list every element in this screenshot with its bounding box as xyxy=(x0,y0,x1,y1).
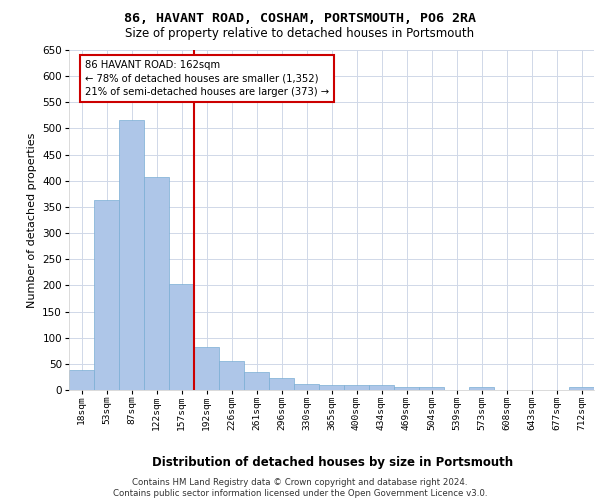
Text: Distribution of detached houses by size in Portsmouth: Distribution of detached houses by size … xyxy=(152,456,514,469)
Bar xyxy=(119,120,144,390)
Bar xyxy=(294,384,319,390)
Text: Size of property relative to detached houses in Portsmouth: Size of property relative to detached ho… xyxy=(125,28,475,40)
Bar xyxy=(219,361,244,390)
Text: 86, HAVANT ROAD, COSHAM, PORTSMOUTH, PO6 2RA: 86, HAVANT ROAD, COSHAM, PORTSMOUTH, PO6… xyxy=(124,12,476,26)
Bar xyxy=(394,388,419,390)
Bar xyxy=(469,388,494,390)
Text: 86 HAVANT ROAD: 162sqm
← 78% of detached houses are smaller (1,352)
21% of semi-: 86 HAVANT ROAD: 162sqm ← 78% of detached… xyxy=(85,60,329,97)
Bar xyxy=(169,284,194,390)
Bar xyxy=(144,176,169,390)
Text: Contains HM Land Registry data © Crown copyright and database right 2024.
Contai: Contains HM Land Registry data © Crown c… xyxy=(113,478,487,498)
Bar xyxy=(69,370,94,390)
Bar xyxy=(269,378,294,390)
Bar xyxy=(569,388,594,390)
Y-axis label: Number of detached properties: Number of detached properties xyxy=(27,132,37,308)
Bar xyxy=(194,347,219,390)
Bar xyxy=(319,385,344,390)
Bar xyxy=(244,372,269,390)
Bar xyxy=(94,200,119,390)
Bar xyxy=(369,386,394,390)
Bar xyxy=(419,388,444,390)
Bar xyxy=(344,385,369,390)
